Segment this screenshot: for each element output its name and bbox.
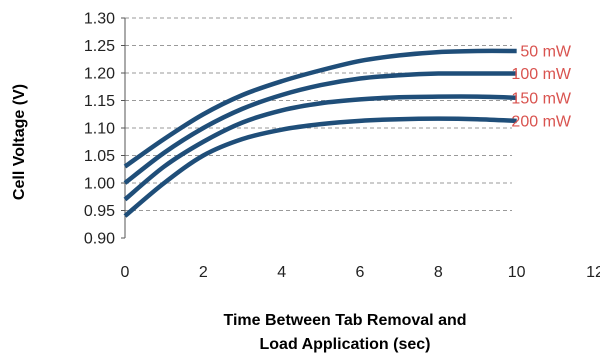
y-tick-label: 0.95 — [84, 203, 115, 220]
series-lines — [123, 48, 517, 218]
x-axis-title-line-2: Load Application (sec) — [260, 336, 431, 353]
axes — [121, 17, 126, 239]
axis-titles: Cell Voltage (V) Time Between Tab Remova… — [11, 84, 467, 353]
x-tick-label: 12 — [586, 264, 600, 281]
series-line — [123, 94, 517, 202]
y-tick-label: 1.05 — [84, 148, 115, 165]
gridlines — [125, 17, 512, 211]
series-line — [123, 48, 517, 169]
y-tick-label: 0.90 — [84, 231, 115, 248]
y-tick-label: 1.25 — [84, 38, 115, 55]
series-label: 100 mW — [511, 66, 571, 83]
y-tick-label: 1.20 — [84, 66, 115, 83]
x-tick-label: 6 — [356, 264, 365, 281]
series-line — [123, 71, 517, 185]
series-label: 50 mW — [520, 44, 572, 61]
x-tick-label: 2 — [199, 264, 208, 281]
y-tick-label: 1.30 — [84, 11, 115, 28]
x-tick-label: 10 — [508, 264, 526, 281]
y-tick-label: 1.10 — [84, 121, 115, 138]
y-axis-title: Cell Voltage (V) — [11, 84, 28, 200]
x-tick-label: 0 — [121, 264, 130, 281]
series-label: 150 mW — [511, 90, 571, 107]
y-tick-label: 1.00 — [84, 176, 115, 193]
series-label: 200 mW — [511, 113, 571, 130]
series-line — [123, 116, 517, 218]
x-axis-title-line-1: Time Between Tab Removal and — [223, 312, 466, 329]
series-labels: 50 mW 100 mW 150 mW 200 mW — [511, 44, 571, 131]
x-tick-label: 4 — [277, 264, 286, 281]
x-tick-label: 8 — [434, 264, 443, 281]
y-tick-label: 1.15 — [84, 93, 115, 110]
tick-labels: 0.90 0.95 1.00 1.05 1.10 1.15 1.20 1.25 1.30 0 2 4 6… — [84, 11, 600, 282]
